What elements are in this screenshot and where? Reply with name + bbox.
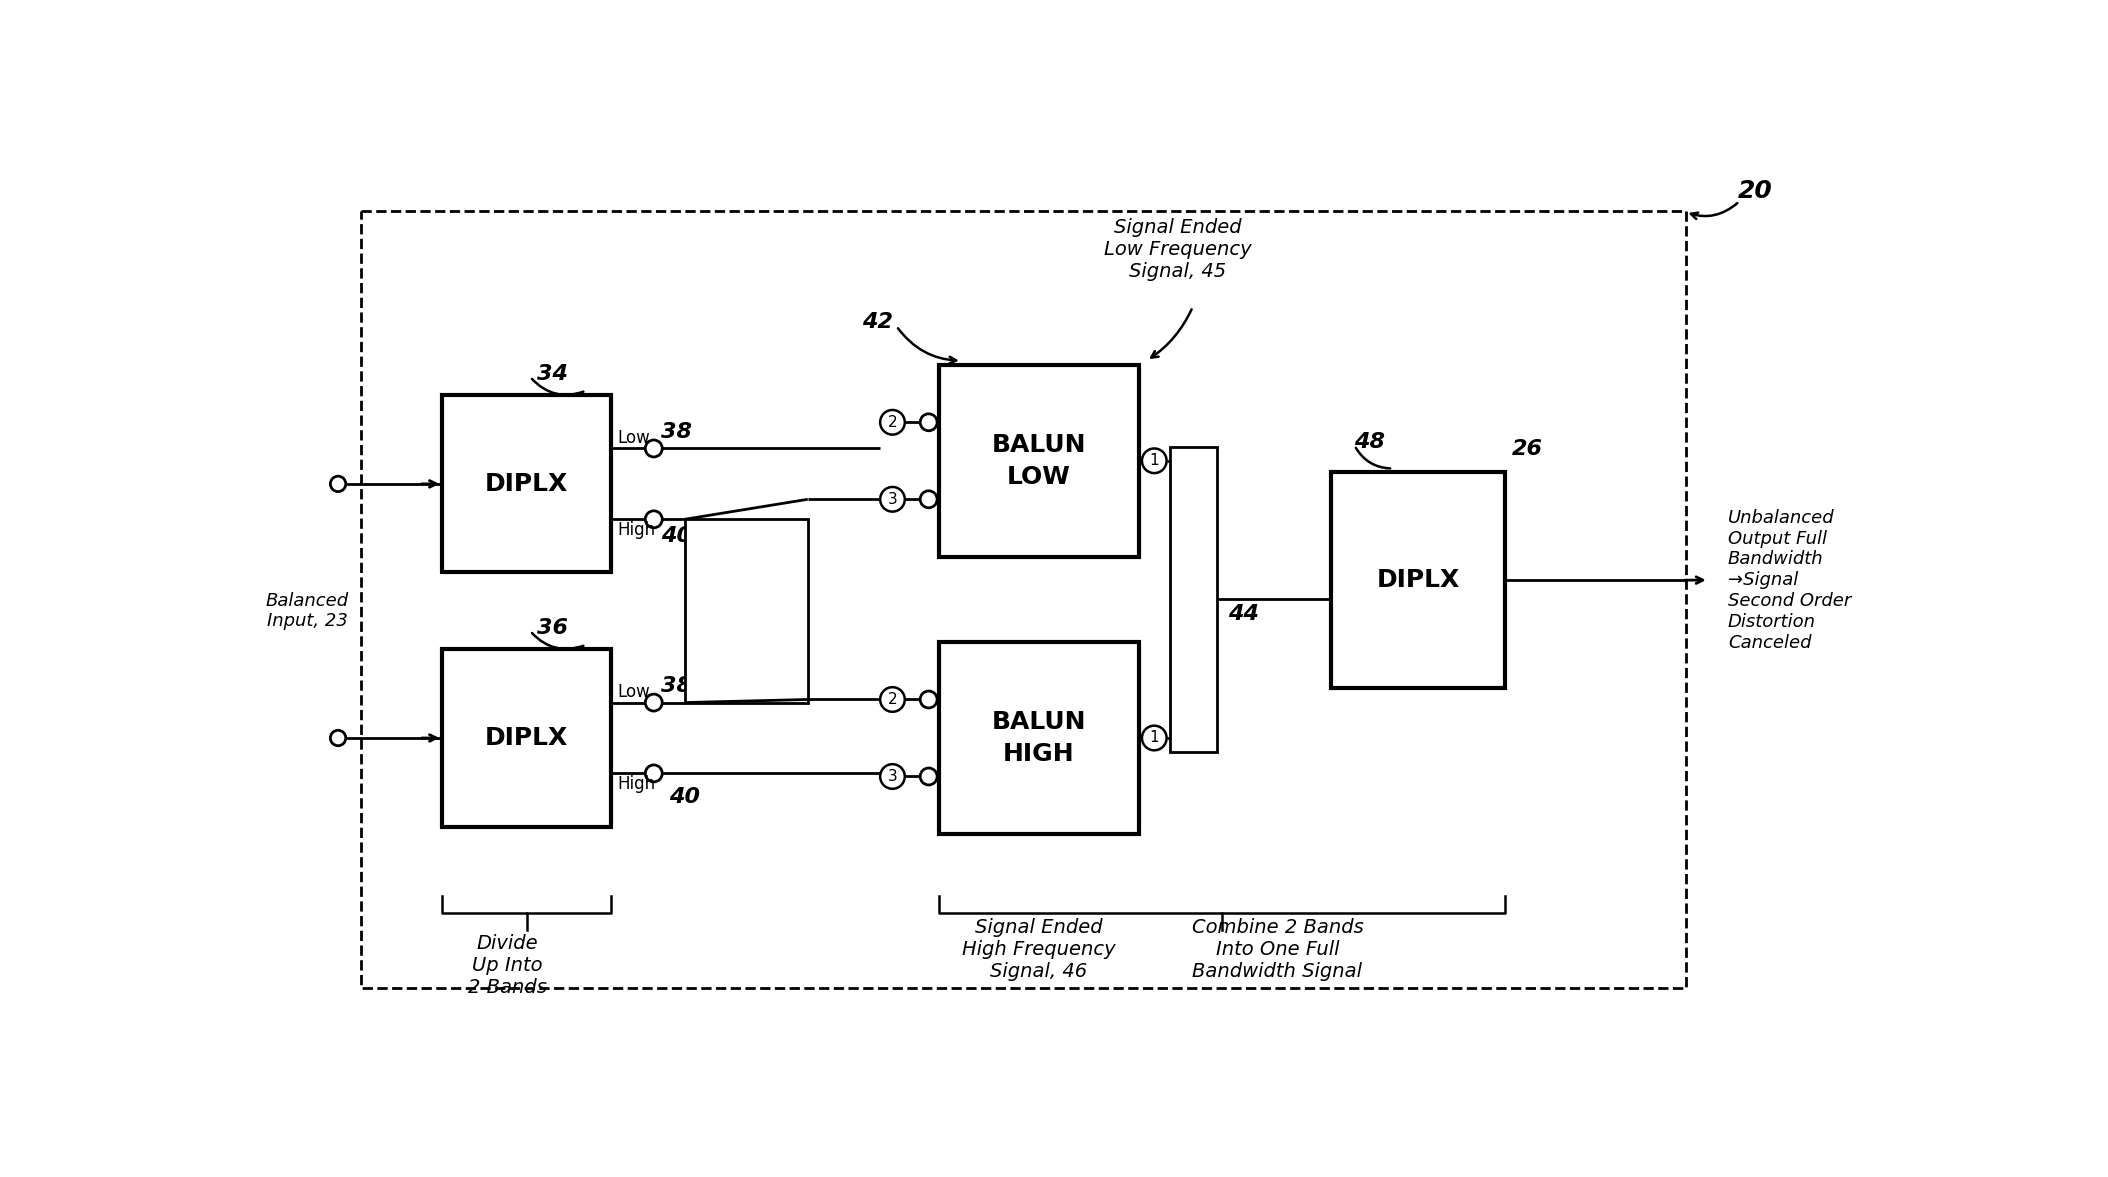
FancyArrowPatch shape — [1691, 204, 1737, 219]
FancyBboxPatch shape — [360, 211, 1686, 989]
FancyArrowPatch shape — [1151, 310, 1191, 358]
Text: BALUN
LOW: BALUN LOW — [991, 433, 1086, 488]
Text: 40: 40 — [662, 526, 691, 546]
FancyArrowPatch shape — [531, 633, 584, 649]
Text: 38: 38 — [662, 676, 691, 696]
FancyBboxPatch shape — [1170, 447, 1216, 752]
Text: DIPLX: DIPLX — [485, 726, 569, 750]
Text: 20: 20 — [1737, 179, 1773, 204]
Text: 1: 1 — [1149, 453, 1159, 468]
FancyBboxPatch shape — [443, 395, 611, 572]
Text: DIPLX: DIPLX — [1377, 568, 1459, 592]
Text: 36: 36 — [538, 618, 567, 638]
Text: 26: 26 — [1511, 439, 1543, 459]
Text: Unbalanced
Output Full
Bandwidth
→Signal
Second Order
Distortion
Canceled: Unbalanced Output Full Bandwidth →Signal… — [1729, 508, 1851, 652]
Text: 2: 2 — [887, 692, 898, 707]
Text: Balanced
Input, 23: Balanced Input, 23 — [266, 592, 348, 631]
Text: Low: Low — [618, 428, 651, 447]
Text: Signal Ended
High Frequency
Signal, 46: Signal Ended High Frequency Signal, 46 — [961, 918, 1115, 982]
Text: Low: Low — [618, 683, 651, 700]
FancyArrowPatch shape — [1355, 447, 1389, 468]
Text: BALUN
HIGH: BALUN HIGH — [991, 710, 1086, 766]
Text: High: High — [618, 776, 656, 793]
Text: 3: 3 — [887, 769, 898, 784]
FancyBboxPatch shape — [938, 365, 1138, 557]
Text: 42: 42 — [862, 312, 892, 332]
Text: 38: 38 — [662, 421, 691, 441]
Text: 1: 1 — [1149, 731, 1159, 745]
FancyArrowPatch shape — [531, 379, 584, 394]
Text: 48: 48 — [1353, 432, 1385, 452]
FancyBboxPatch shape — [938, 641, 1138, 834]
Text: 3: 3 — [887, 492, 898, 507]
Text: 44: 44 — [1229, 604, 1258, 624]
Text: Divide
Up Into
2 Bands: Divide Up Into 2 Bands — [468, 933, 546, 997]
FancyBboxPatch shape — [685, 519, 807, 703]
FancyBboxPatch shape — [443, 650, 611, 826]
Text: 40: 40 — [668, 786, 700, 806]
Text: DIPLX: DIPLX — [485, 472, 569, 496]
Text: Combine 2 Bands
Into One Full
Bandwidth Signal: Combine 2 Bands Into One Full Bandwidth … — [1191, 918, 1364, 982]
Text: 2: 2 — [887, 414, 898, 430]
Text: Signal Ended
Low Frequency
Signal, 45: Signal Ended Low Frequency Signal, 45 — [1105, 218, 1252, 280]
Text: 34: 34 — [538, 364, 567, 384]
FancyBboxPatch shape — [1332, 472, 1505, 687]
FancyArrowPatch shape — [898, 328, 957, 364]
Text: High: High — [618, 521, 656, 539]
